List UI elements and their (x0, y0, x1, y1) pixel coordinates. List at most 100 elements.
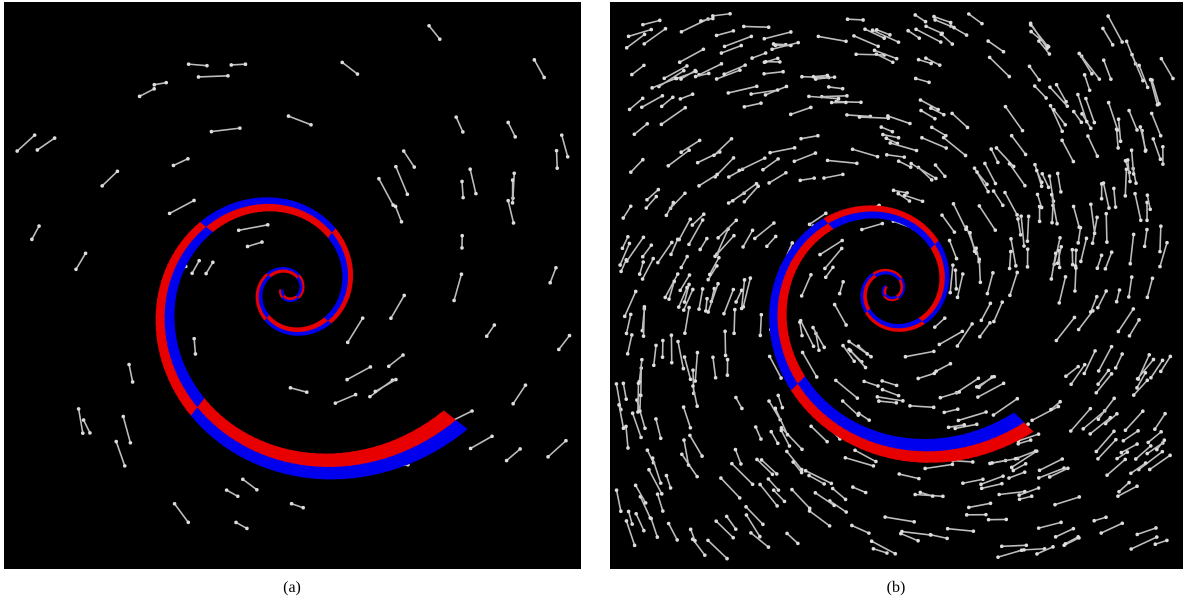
tube-segment (165, 296, 177, 303)
stream-seed (700, 218, 705, 222)
stream-line (900, 532, 919, 542)
stream-line (812, 327, 825, 348)
stream-seed (990, 461, 994, 465)
stream-line (882, 133, 899, 139)
stream-seed (1030, 418, 1034, 423)
stream-seed (726, 201, 731, 205)
stream-line (1138, 65, 1149, 88)
stream-line (288, 115, 312, 126)
stream-seed (1003, 190, 1007, 195)
stream-seed (916, 538, 920, 543)
tube-segment (286, 205, 291, 215)
stream-seed (984, 410, 988, 414)
stream-seed (1027, 64, 1032, 69)
stream-seed (945, 526, 950, 531)
stream-seed (987, 55, 992, 60)
stream-line (1115, 289, 1121, 302)
stream-line (115, 441, 126, 467)
stream-line (997, 549, 1022, 558)
stream-line (885, 137, 898, 145)
stream-line (1073, 111, 1083, 123)
stream-seed (839, 246, 844, 251)
stream-seed (1158, 133, 1163, 138)
stream-seed (946, 425, 951, 430)
stream-seed (1121, 438, 1126, 443)
stream-seed (943, 174, 947, 179)
stream-seed (1019, 214, 1023, 218)
stream-seed (990, 375, 994, 379)
stream-line (618, 404, 625, 429)
stream-line (1097, 369, 1110, 385)
stream-seed (1009, 465, 1014, 470)
stream-seed (991, 271, 995, 275)
stream-line (823, 173, 843, 179)
stream-line (808, 474, 825, 485)
stream-seed (1055, 171, 1060, 176)
stream-line (1036, 170, 1043, 183)
stream-seed (798, 318, 803, 323)
stream-seed (882, 36, 887, 40)
stream-seed (1125, 450, 1130, 454)
stream-seed (996, 555, 1000, 559)
stream-seed (130, 380, 135, 384)
stream-seed (1022, 489, 1027, 494)
tube-segment (289, 449, 299, 465)
stream-line (101, 170, 118, 187)
stream-line (732, 183, 757, 202)
stream-seed (621, 381, 626, 386)
stream-seed (186, 520, 191, 525)
stream-seed (865, 352, 869, 356)
stream-seed (954, 287, 959, 291)
stream-seed (799, 136, 803, 141)
stream-seed (964, 227, 968, 232)
stream-seed (986, 189, 990, 194)
stream-seed (622, 314, 627, 319)
stream-seed (788, 112, 793, 117)
stream-seed (301, 505, 305, 510)
stream-seed (932, 14, 936, 19)
stream-line (428, 25, 441, 40)
stream-line (533, 59, 545, 78)
stream-seed (152, 82, 157, 87)
stream-seed (726, 175, 731, 179)
stream-seed (988, 301, 993, 306)
stream-seed (875, 395, 880, 399)
stream-seed (1011, 468, 1016, 473)
stream-seed (645, 121, 650, 126)
stream-line (745, 514, 761, 538)
stream-line (853, 35, 879, 48)
stream-seed (914, 148, 919, 153)
stream-line (828, 86, 843, 90)
stream-line (173, 158, 189, 167)
stream-seed (1115, 456, 1119, 461)
stream-line (968, 502, 991, 509)
stream-seed (829, 100, 834, 105)
stream-seed (1081, 427, 1086, 431)
stream-line (984, 163, 997, 184)
stream-seed (844, 39, 848, 44)
stream-seed (688, 433, 692, 438)
stream-seed (832, 75, 837, 79)
stream-seed (676, 339, 680, 344)
stream-seed (1159, 430, 1163, 434)
stream-seed (636, 410, 640, 414)
stream-seed (241, 477, 245, 482)
stream-seed (1125, 158, 1130, 162)
stream-seed (1135, 442, 1139, 446)
stream-line (635, 513, 645, 531)
stream-seed (707, 272, 712, 277)
stream-seed (663, 26, 668, 31)
stream-line (1114, 353, 1123, 369)
stream-seed (972, 249, 977, 254)
stream-seed (645, 448, 650, 452)
stream-line (800, 177, 815, 182)
stream-line (1038, 40, 1051, 55)
stream-seed (1008, 249, 1013, 254)
stream-seed (693, 538, 697, 543)
stream-seed (1160, 358, 1165, 363)
stream-seed (1135, 128, 1139, 132)
stream-seed (394, 377, 398, 382)
stream-line (173, 503, 189, 523)
stream-line (378, 178, 394, 206)
